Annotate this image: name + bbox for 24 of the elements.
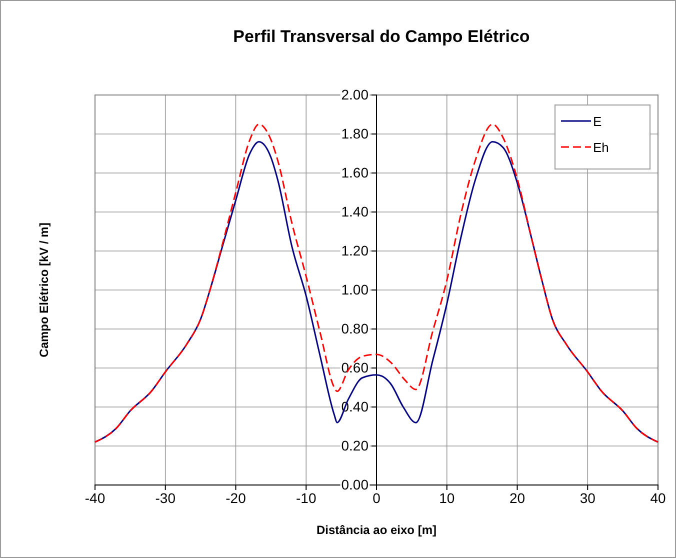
x-tick-label: -30 bbox=[155, 490, 176, 506]
x-axis-title: Distância ao eixo [m] bbox=[316, 523, 437, 537]
y-tick-label: 0.80 bbox=[341, 320, 369, 336]
y-tick-label: 1.80 bbox=[341, 125, 369, 142]
y-tick-label: 1.20 bbox=[341, 242, 369, 258]
x-tick-label: -20 bbox=[226, 490, 246, 506]
chart-title: Perfil Transversal do Campo Elétrico bbox=[233, 27, 530, 46]
x-tick-label: 40 bbox=[650, 490, 666, 506]
y-tick-label: 1.00 bbox=[341, 281, 369, 298]
y-tick-label: 0.00 bbox=[341, 476, 369, 492]
x-tick-label: -40 bbox=[84, 490, 106, 506]
x-tick-label: 20 bbox=[509, 490, 526, 506]
y-tick-label: 1.60 bbox=[341, 164, 369, 180]
x-tick-label: 10 bbox=[439, 490, 455, 506]
y-tick-label: 2.00 bbox=[341, 86, 369, 102]
y-axis-title: Campo Elétrico [kV / m] bbox=[37, 222, 51, 358]
legend-label: E bbox=[593, 114, 602, 129]
y-tick-label: 0.20 bbox=[341, 437, 369, 454]
legend-label: Eh bbox=[593, 140, 609, 155]
x-tick-label: -10 bbox=[296, 490, 316, 506]
y-tick-label: 0.60 bbox=[341, 359, 369, 376]
x-tick-label: 30 bbox=[580, 490, 596, 506]
y-tick-label: 1.40 bbox=[341, 203, 369, 220]
x-tick-label: 0 bbox=[372, 490, 381, 506]
